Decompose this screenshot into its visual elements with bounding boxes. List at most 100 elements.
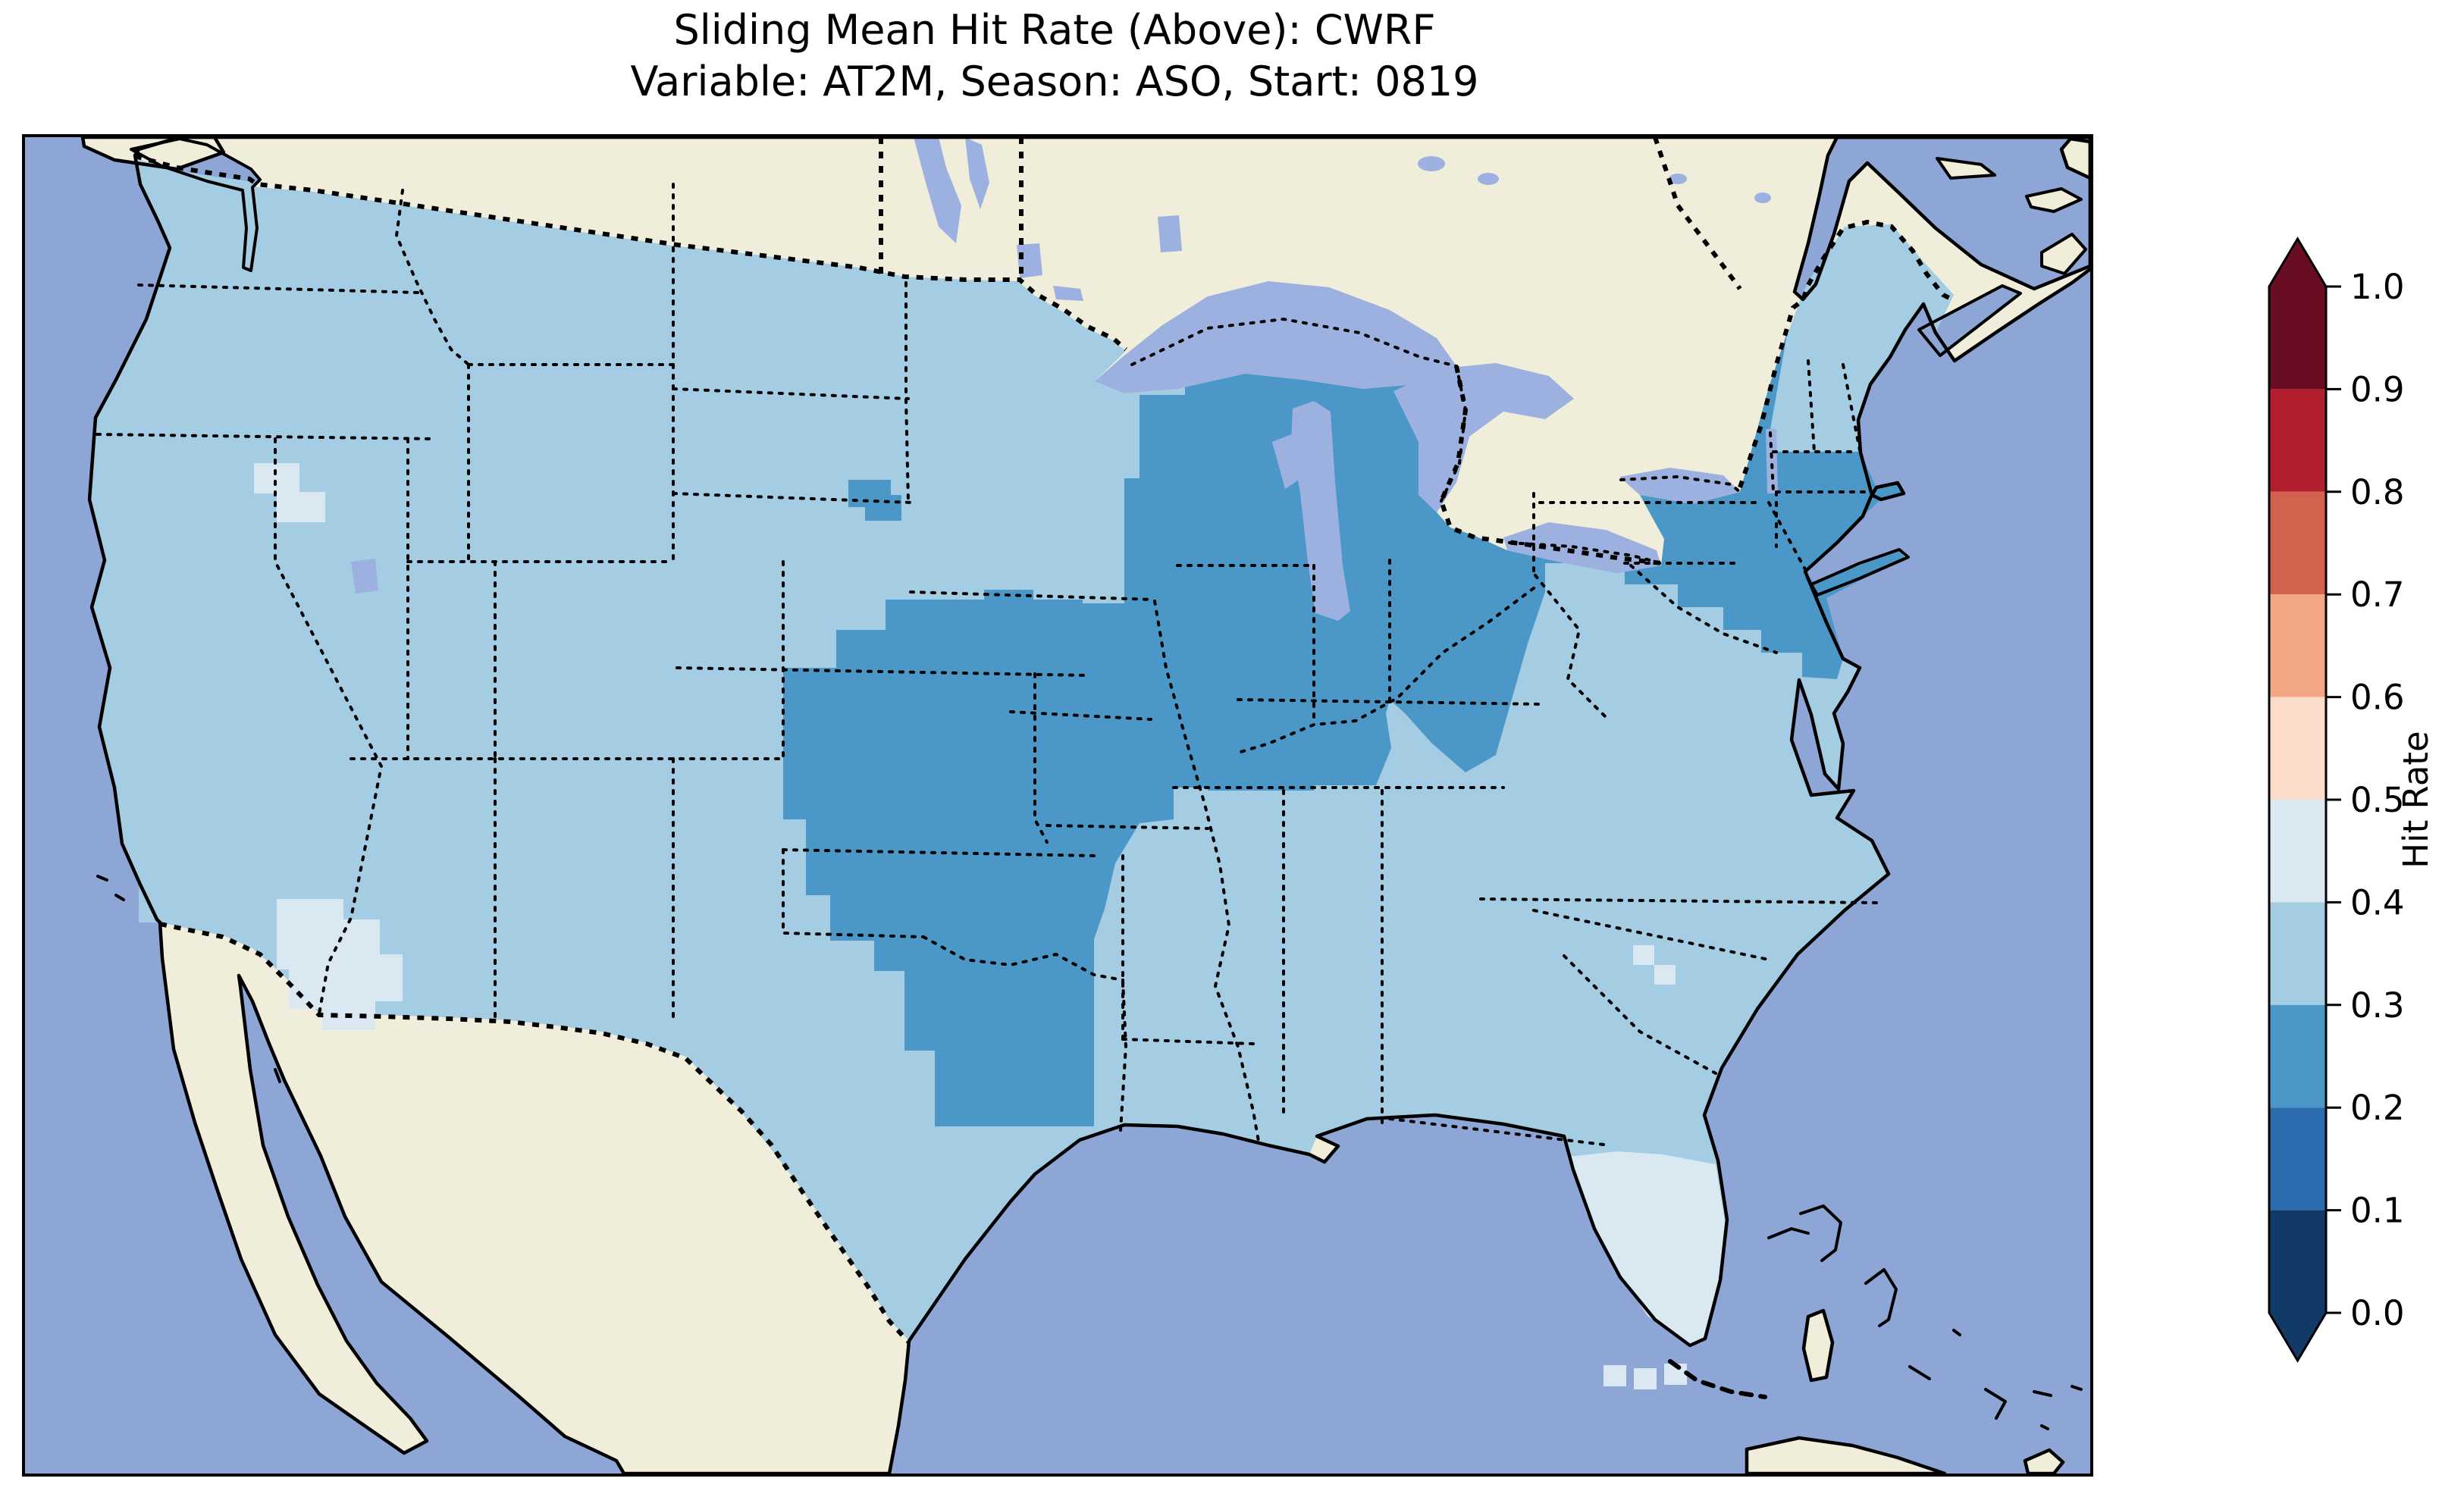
vancouver-island xyxy=(83,137,224,169)
colorbar-tick-0.5: 0.5 xyxy=(2350,780,2405,820)
lake-nipigon xyxy=(1158,215,1182,252)
strait-juan-de-fuca-puget-sound xyxy=(131,139,260,271)
border-lake-champlain-mid xyxy=(1769,431,1775,493)
colorbar-bin-00-01 xyxy=(2269,1210,2326,1313)
hitrate-patch-arizona xyxy=(277,899,403,1030)
colorbar-bin-05-06 xyxy=(2269,697,2326,800)
border-ky-tn xyxy=(1237,698,1543,706)
bahamas-long-island xyxy=(1908,1365,1931,1380)
lake-winnipeg xyxy=(914,137,961,243)
coastline-strokes xyxy=(83,137,2090,1474)
colorbar-tick-1.0: 1.0 xyxy=(2350,267,2405,307)
colorbar-bin-02-03 xyxy=(2269,1004,2326,1108)
colorbar-axis-label: Hit Rate xyxy=(2396,731,2436,868)
hitrate-blob-central-northeast xyxy=(783,330,1907,1126)
newfoundland xyxy=(2061,139,2090,178)
border-mn-dakotas xyxy=(904,281,910,504)
state-borders xyxy=(96,183,1880,1147)
colorbar-bin-07-08 xyxy=(2269,491,2326,595)
border-nd-sd xyxy=(672,387,910,400)
border-us-canada-stlawrence-maine xyxy=(1738,219,1955,488)
great-salt-lake xyxy=(351,559,378,594)
bahamas-grand-bahama xyxy=(1767,1227,1810,1239)
small-lake-quebec-1 xyxy=(1478,173,1499,185)
bay-of-fundy xyxy=(1919,286,2020,355)
cuba xyxy=(1747,1438,1945,1474)
colorbar-tick-0.1: 0.1 xyxy=(2350,1191,2405,1231)
lake-huron xyxy=(1393,363,1574,512)
hitrate-cell-spill-texas-coast xyxy=(917,1221,942,1294)
channel-island-1 xyxy=(96,875,108,882)
bahamas-andros xyxy=(1804,1311,1832,1380)
colorbar-ticks xyxy=(2326,285,2341,1314)
colorbar-bin-09-10 xyxy=(2269,287,2326,390)
figure-title: Sliding Mean Hit Rate (Above): CWRF Vari… xyxy=(22,5,2087,108)
colorbar-bin-04-05 xyxy=(2269,800,2326,903)
border-potomac xyxy=(1629,564,1778,654)
colorbar-tick-0.8: 0.8 xyxy=(2350,472,2405,512)
gulf-of-st-lawrence xyxy=(1795,137,2090,299)
border-mo-ks-ok-ar xyxy=(1033,672,1049,844)
border-us-mexico xyxy=(159,922,911,1345)
border-ne-ks xyxy=(676,666,1088,677)
bahamas-exuma-dot xyxy=(1952,1329,1961,1336)
border-va-nc xyxy=(1479,897,1880,904)
coastal-water-group xyxy=(131,137,2090,355)
colorbar-tick-0.0: 0.0 xyxy=(2350,1293,2405,1333)
bahamas-eleuthera xyxy=(1864,1268,1898,1327)
map-svg xyxy=(25,137,2090,1474)
border-mn-ia xyxy=(909,590,1155,601)
colorbar: 1.0 0.9 0.8 0.7 0.6 0.5 0.4 0.3 0.2 0.1 … xyxy=(2268,236,2436,1363)
border-or-ca-nv xyxy=(96,433,436,440)
hitrate-cell-florida-1 xyxy=(1603,1365,1626,1386)
colorbar-bin-08-09 xyxy=(2269,389,2326,492)
title-line-1: Sliding Mean Hit Rate (Above): CWRF xyxy=(673,6,1436,54)
colorbar-bin-03-04 xyxy=(2269,902,2326,1005)
green-bay xyxy=(1272,434,1299,489)
lake-champlain xyxy=(1766,429,1778,493)
border-lake-superior-mid xyxy=(1130,317,1458,368)
border-nh-me xyxy=(1842,363,1861,452)
small-lake-quebec-2 xyxy=(1754,193,1771,203)
bahamas-abaco xyxy=(1799,1204,1842,1262)
map-axes-frame xyxy=(22,134,2093,1477)
hitrate-04-05-group xyxy=(254,463,1725,1389)
hitrate-cell-sc-coast-2 xyxy=(1654,965,1676,985)
border-sd-ne xyxy=(672,492,914,504)
colorbar-tick-0.2: 0.2 xyxy=(2350,1088,2405,1128)
border-us-canada-lakes xyxy=(1438,365,1662,565)
bahamas-inagua xyxy=(2033,1390,2052,1397)
hitrate-cell-florida-2 xyxy=(1634,1368,1657,1389)
hitrate-cell-sc-coast-1 xyxy=(1633,945,1654,965)
border-red-river xyxy=(922,935,1124,982)
lakes-group xyxy=(351,137,1778,621)
border-ok-panhandle xyxy=(782,848,925,938)
border-ar-la xyxy=(1121,1038,1255,1045)
lake-ontario xyxy=(1619,468,1740,504)
border-tx-la xyxy=(1119,979,1128,1132)
small-lake-ontario-province xyxy=(1418,156,1445,171)
colorbar-bin-01-02 xyxy=(2269,1107,2326,1211)
small-lake-quebec-3 xyxy=(1669,174,1687,184)
lake-michigan xyxy=(1291,401,1350,621)
colorbar-arrow-under xyxy=(2269,1313,2326,1361)
border-ga-fl xyxy=(1388,1117,1611,1147)
hitrate-patch-nevada xyxy=(254,463,325,522)
anticosti-island xyxy=(1937,158,1995,178)
border-ks-ok xyxy=(782,848,1096,857)
border-wv-va xyxy=(1534,574,1611,722)
red-lake xyxy=(1053,286,1083,301)
lake-manitoba xyxy=(965,137,989,209)
colorbar-tick-0.3: 0.3 xyxy=(2350,985,2405,1026)
colorbar-tick-0.7: 0.7 xyxy=(2350,575,2405,615)
channel-island-2 xyxy=(114,894,125,901)
border-sc-ga xyxy=(1563,954,1717,1075)
bahamas-crooked-island xyxy=(1984,1388,2007,1420)
country-borders xyxy=(134,137,1955,1345)
florida-keys xyxy=(1668,1359,1767,1399)
border-vt-nh xyxy=(1807,359,1816,453)
cape-breton-island xyxy=(2042,234,2086,274)
colorbar-arrow-over xyxy=(2269,239,2326,287)
border-wa-or xyxy=(137,283,421,294)
border-nc-sc xyxy=(1532,909,1770,961)
